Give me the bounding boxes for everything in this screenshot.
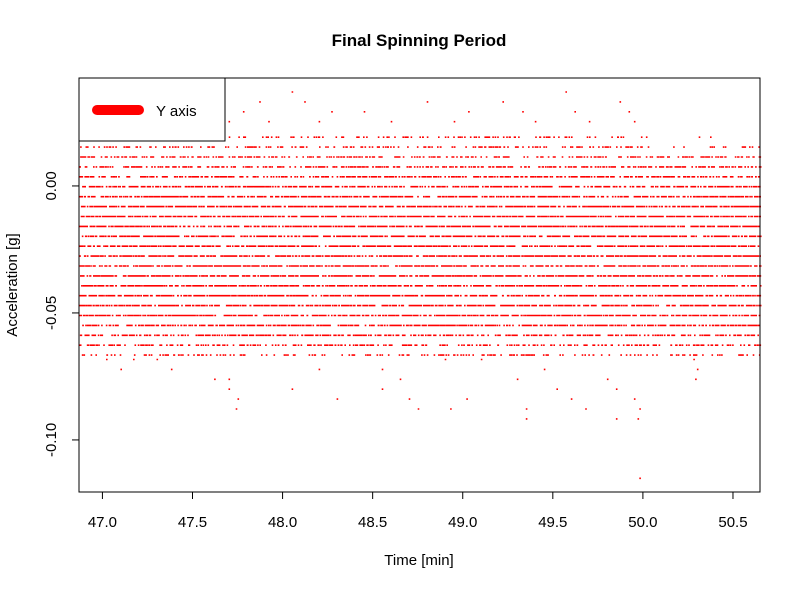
x-tick-label: 48.0 xyxy=(268,514,297,531)
y-tick-label: 0.00 xyxy=(43,171,60,200)
x-tick-label: 49.0 xyxy=(448,514,477,531)
x-axis-label: Time [min] xyxy=(384,552,453,569)
legend-label: Y axis xyxy=(156,103,197,120)
x-axis: 47.0 47.5 48.0 48.5 49.0 49.5 50.0 50.5 xyxy=(88,491,748,531)
x-tick-label: 47.5 xyxy=(178,514,207,531)
x-tick-label: 49.5 xyxy=(538,514,567,531)
legend: Y axis xyxy=(78,77,226,142)
y-axis: -0.10 -0.05 0.00 xyxy=(43,171,80,457)
y-axis-label: Acceleration [g] xyxy=(4,233,21,336)
y-tick-label: -0.05 xyxy=(43,296,60,330)
y-tick-label: -0.10 xyxy=(43,423,60,457)
scatter-points xyxy=(79,91,762,480)
x-tick-label: 47.0 xyxy=(88,514,117,531)
data-points xyxy=(79,91,762,480)
chart-title: Final Spinning Period xyxy=(332,31,507,50)
x-tick-label: 50.0 xyxy=(628,514,657,531)
x-tick-label: 48.5 xyxy=(358,514,387,531)
x-tick-label: 50.5 xyxy=(718,514,747,531)
